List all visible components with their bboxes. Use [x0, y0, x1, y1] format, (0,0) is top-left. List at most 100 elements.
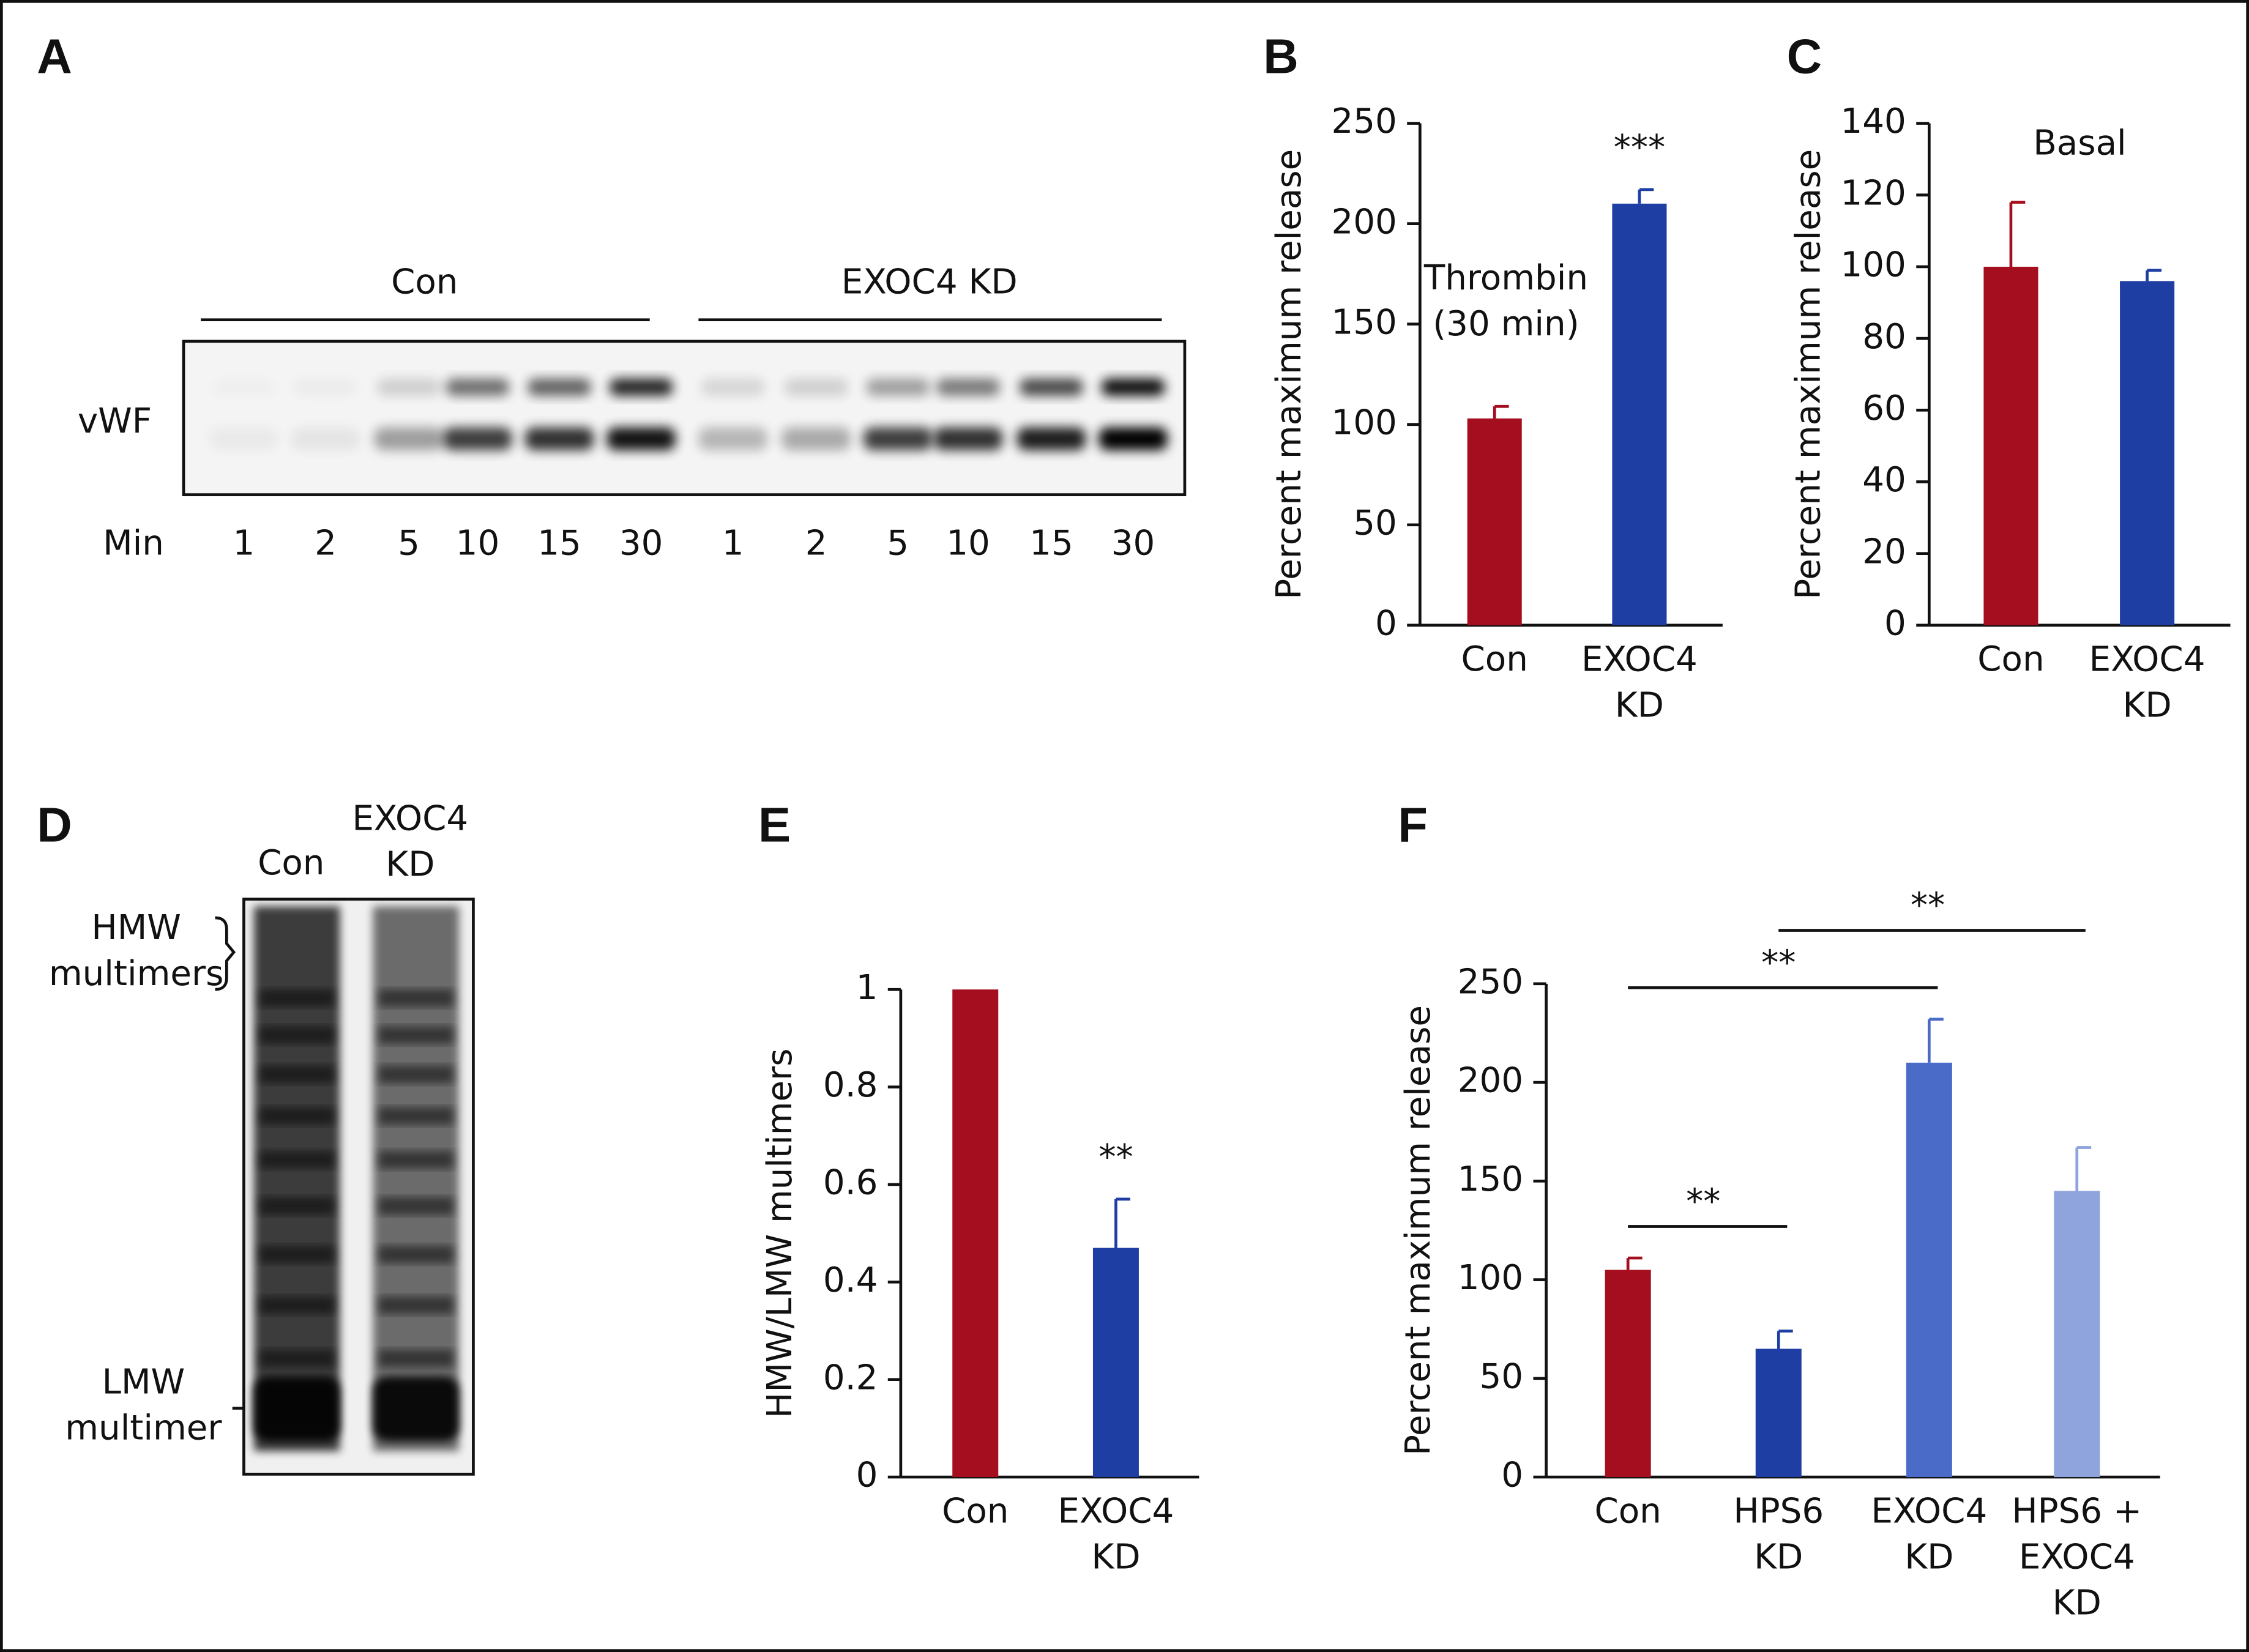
- bar: [1906, 1062, 1952, 1478]
- group-label: Con: [391, 262, 458, 302]
- x-tick-label: Con: [1977, 639, 2044, 679]
- panel-letter: A: [37, 29, 72, 83]
- significance: **: [1098, 1137, 1133, 1177]
- blot-frame: [242, 898, 475, 1476]
- y-tick-label: 80: [1862, 317, 1906, 357]
- y-tick-label: 50: [1479, 1356, 1523, 1396]
- band: [785, 378, 848, 396]
- x-tick-label: EXOC4 KD: [1058, 1491, 1174, 1577]
- bar: [1983, 266, 2038, 625]
- band: [866, 378, 930, 396]
- y-tick-label: 100: [1331, 403, 1397, 442]
- lane-label: 1: [233, 523, 255, 563]
- lmw-label: LMW multimer: [65, 1362, 222, 1448]
- band: [259, 1349, 335, 1367]
- band: [259, 1065, 335, 1083]
- y-tick-label: 40: [1862, 460, 1906, 500]
- band: [781, 427, 851, 450]
- band: [294, 379, 357, 396]
- lane-label: 10: [456, 523, 500, 563]
- panel-letter: E: [758, 798, 791, 852]
- panel-letter: B: [1263, 29, 1299, 83]
- band: [933, 427, 1003, 450]
- significance: **: [1686, 1182, 1720, 1222]
- band: [378, 1065, 453, 1083]
- y-tick-label: 120: [1840, 173, 1906, 213]
- band: [377, 378, 441, 396]
- significance: **: [1911, 886, 1945, 926]
- lane-label: EXOC4 KD: [352, 798, 468, 884]
- y-axis-label: HMW/LMW multimers: [760, 1048, 800, 1418]
- bar: [1092, 1248, 1139, 1478]
- blot-frame: [182, 340, 1187, 496]
- x-label: Min: [103, 523, 164, 563]
- y-tick-label: 100: [1458, 1258, 1523, 1298]
- band: [378, 1107, 453, 1125]
- blot-image: [244, 899, 474, 1475]
- group-label: EXOC4 KD: [841, 262, 1018, 302]
- x-tick-label: HPS6 KD: [1733, 1491, 1824, 1577]
- lane-smear: [253, 906, 340, 1451]
- x-tick-label: EXOC4 KD: [1871, 1491, 1987, 1577]
- y-axis-label: Percent maximum release: [1788, 149, 1828, 600]
- y-tick-label: 140: [1840, 102, 1906, 141]
- lane-label: 1: [722, 523, 744, 563]
- lane-smear: [373, 906, 459, 1451]
- band: [259, 1151, 335, 1169]
- band: [378, 989, 453, 1007]
- band: [374, 427, 444, 450]
- x-tick-label: HPS6 + EXOC4 KD: [2012, 1491, 2142, 1623]
- band: [936, 378, 1000, 396]
- band: [259, 1107, 335, 1125]
- band: [524, 427, 594, 450]
- band: [378, 1197, 453, 1215]
- y-tick-label: 50: [1353, 503, 1397, 543]
- y-tick-label: 1: [856, 968, 878, 1008]
- band: [698, 427, 767, 450]
- bar: [2054, 1191, 2100, 1478]
- blot-image: [184, 341, 1185, 495]
- x-tick-label: Con: [1461, 639, 1528, 679]
- band: [701, 378, 765, 396]
- band: [259, 1026, 335, 1044]
- bracket: [215, 916, 236, 991]
- band: [1102, 378, 1165, 396]
- row-label: vWF: [78, 401, 152, 441]
- band: [259, 989, 335, 1007]
- lane-label: 2: [805, 523, 827, 563]
- band: [291, 427, 360, 450]
- band: [606, 427, 676, 450]
- lane-label: 5: [887, 523, 909, 563]
- y-tick-label: 0: [1501, 1456, 1523, 1495]
- band: [209, 427, 278, 450]
- y-tick-label: 0.6: [823, 1163, 878, 1203]
- x-tick-label: Con: [1594, 1491, 1661, 1531]
- y-tick-label: 0.2: [823, 1358, 878, 1397]
- bar: [1612, 203, 1667, 625]
- y-tick-label: 250: [1458, 962, 1523, 1002]
- bar: [1605, 1270, 1651, 1478]
- band: [373, 1377, 459, 1442]
- band: [1020, 378, 1083, 396]
- y-tick-label: 200: [1458, 1061, 1523, 1101]
- band: [378, 1349, 453, 1367]
- lane-label: 30: [1111, 523, 1155, 563]
- note: Thrombin (30 min): [1423, 258, 1588, 344]
- band: [443, 427, 512, 450]
- blot-background: [184, 341, 1185, 495]
- lane-label: 5: [398, 523, 420, 563]
- significance: ***: [1614, 128, 1665, 168]
- band: [378, 1246, 453, 1263]
- lane-label: Con: [258, 843, 324, 883]
- x-tick-label: EXOC4 KD: [2089, 639, 2206, 725]
- lane-label: 15: [1029, 523, 1073, 563]
- band: [863, 427, 933, 450]
- y-tick-label: 0.4: [823, 1260, 878, 1300]
- lane-label: 15: [537, 523, 581, 563]
- band: [212, 379, 275, 396]
- lane-label: 30: [619, 523, 663, 563]
- y-tick-label: 250: [1331, 102, 1397, 141]
- band: [253, 1377, 340, 1442]
